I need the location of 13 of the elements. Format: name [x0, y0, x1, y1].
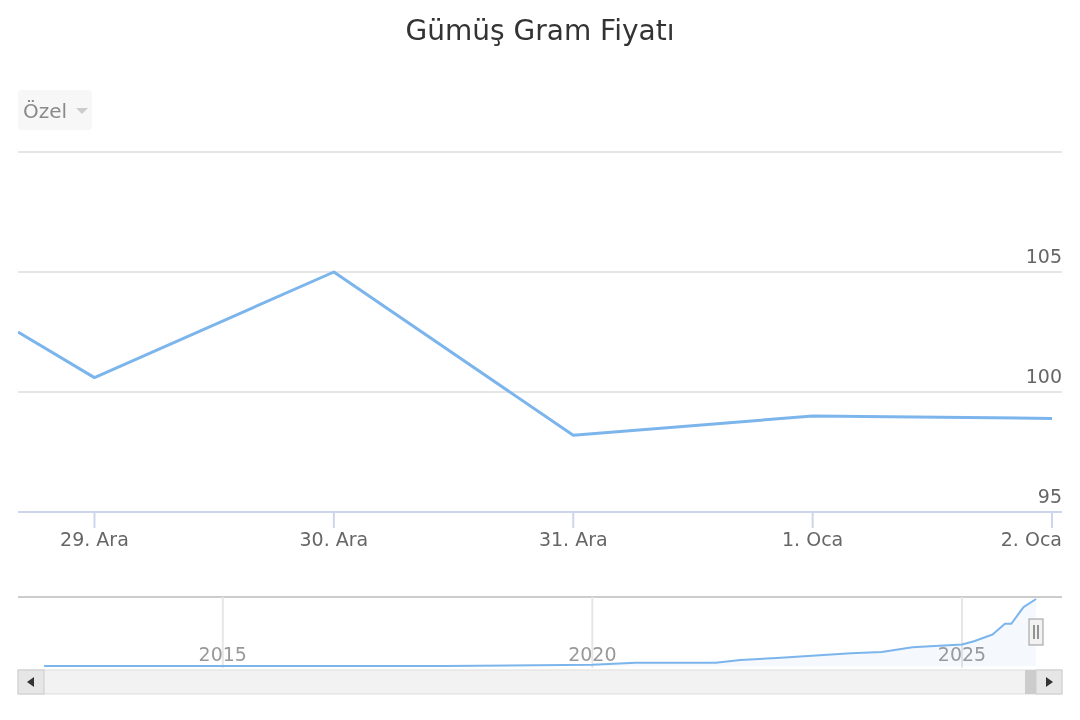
x-tick-label: 31. Ara [538, 528, 608, 550]
y-tick-label: 105 [1025, 245, 1062, 267]
x-tick-label: 1. Oca [782, 528, 844, 550]
x-tick-label: 2015 [198, 643, 247, 665]
y-tick-label: 95 [1037, 485, 1062, 507]
text: Özel [23, 99, 68, 123]
y-tick-label: 100 [1025, 365, 1062, 387]
x-tick-label: 2. Oca [1000, 528, 1062, 550]
x-tick-label: 30. Ara [299, 528, 369, 550]
x-tick-label: 29. Ara [60, 528, 129, 550]
x-tick-label: 2020 [568, 643, 617, 665]
x-tick-label: 2025 [937, 643, 987, 665]
chart-title: Gümüş Gram Fiyatı [405, 14, 675, 47]
